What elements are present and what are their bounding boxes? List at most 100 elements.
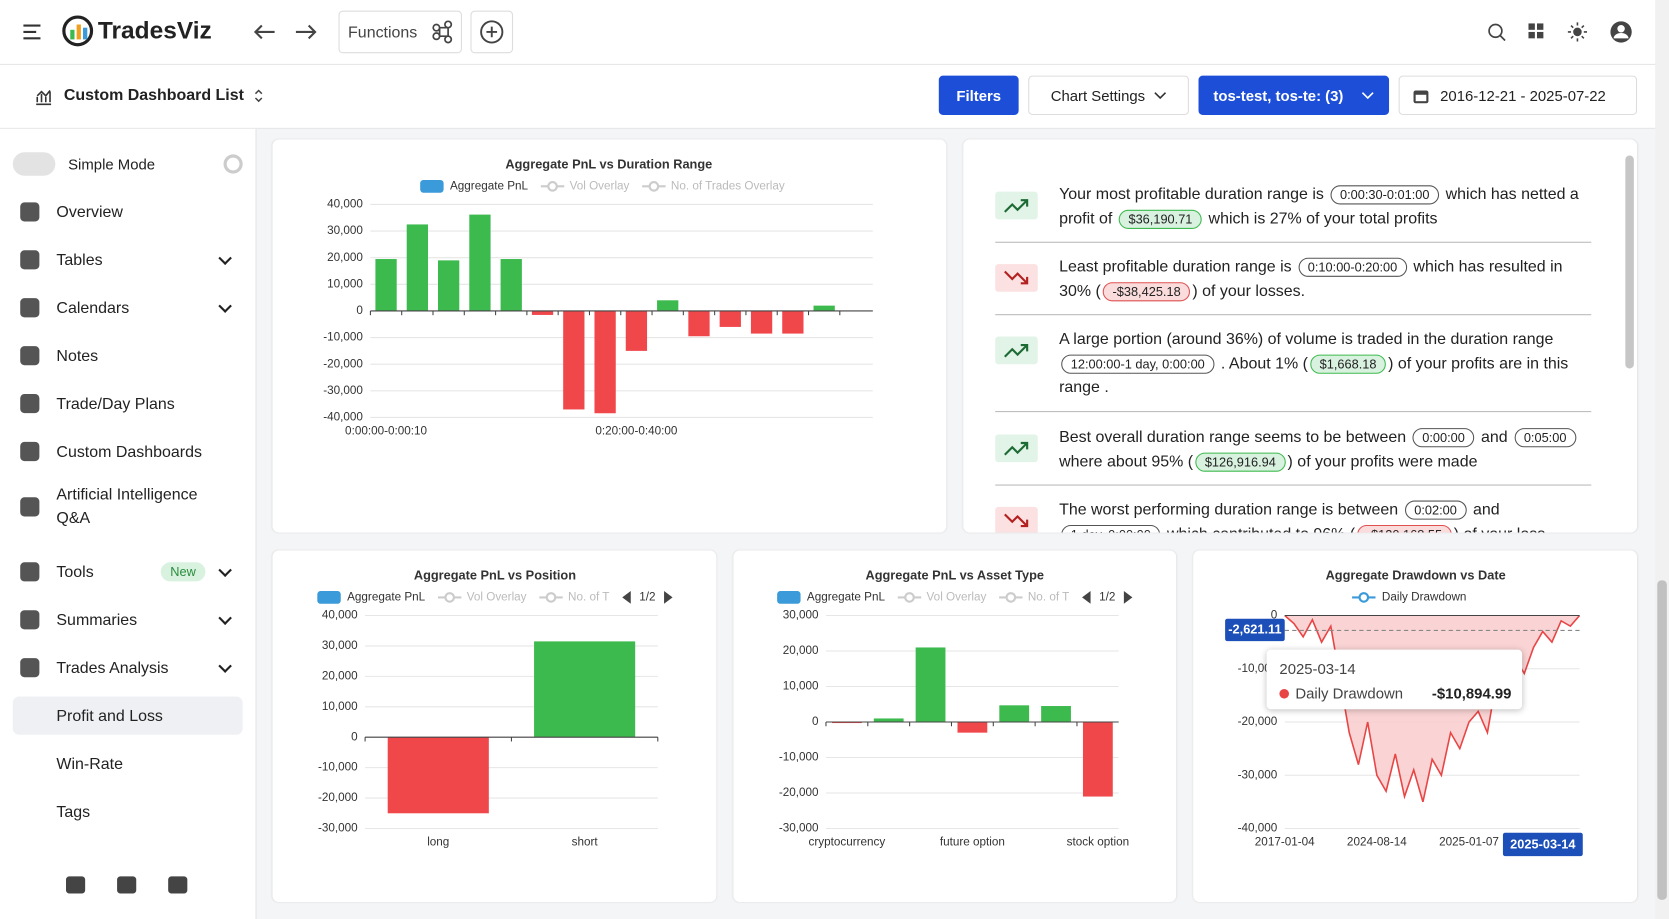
x-tick-label: 2024-08-14 <box>1347 835 1407 848</box>
chart-card <box>272 550 717 902</box>
add-icon <box>480 20 504 44</box>
bar <box>813 305 835 311</box>
trend-icon <box>995 506 1038 533</box>
accounts-select[interactable]: tos-test, tos-te: (3) <box>1198 75 1390 116</box>
nav-icon <box>20 346 40 366</box>
command-icon <box>432 20 453 44</box>
x-tick-label: stock option <box>1067 835 1129 848</box>
nav-item[interactable]: Trades Analysis <box>13 649 243 687</box>
y-tick-label: -40,000 <box>1238 822 1278 835</box>
nav-icon <box>20 202 40 222</box>
nav-item[interactable]: Tools New <box>13 553 243 591</box>
scroll-thumb[interactable] <box>1657 580 1667 900</box>
chip: $1,668.18 <box>1310 354 1387 374</box>
pager-prev[interactable] <box>1082 591 1091 604</box>
bar <box>719 310 741 327</box>
y-tick-label: 10,000 <box>783 680 819 693</box>
line <box>1284 614 1581 803</box>
bar <box>1041 706 1071 723</box>
y-tick-label: -30,000 <box>318 822 358 835</box>
trend-arrow <box>1004 441 1029 456</box>
footer-icon[interactable] <box>117 876 137 894</box>
add-button[interactable] <box>470 10 514 54</box>
nav-item[interactable]: Win-Rate <box>13 744 243 782</box>
footer-icon[interactable] <box>65 876 86 894</box>
nav-item[interactable]: Calendars <box>13 289 243 327</box>
text: and <box>1468 500 1500 519</box>
pager-next[interactable] <box>664 591 673 604</box>
text: where about 95% ( <box>1059 452 1194 471</box>
nav-label: Profit and Loss <box>56 706 163 725</box>
nav-icon <box>20 298 40 318</box>
brand[interactable]: TradesViz <box>97 15 212 44</box>
nav-label: Trade/Day Plans <box>56 394 175 413</box>
nav-item[interactable]: Profit and Loss <box>12 696 243 735</box>
legend-dot <box>648 181 660 192</box>
toggle[interactable] <box>12 152 56 176</box>
nav-item[interactable]: Custom Dashboards <box>13 432 243 470</box>
text: which is 27% of your total profits <box>1204 209 1438 228</box>
menu-icon[interactable] <box>21 21 42 42</box>
inner-scrollbar[interactable] <box>1625 155 1634 369</box>
legend-dot <box>1005 592 1017 603</box>
y-tick-label: 0 <box>1271 609 1278 622</box>
nav-label: Notes <box>56 346 99 365</box>
nav-icon <box>20 658 40 678</box>
legend: Aggregate PnL Vol Overlay No. of T 1/2 <box>777 591 1133 604</box>
bar <box>387 737 489 814</box>
badge: New <box>160 562 206 582</box>
dashboard-list[interactable]: Custom Dashboard List <box>63 86 244 105</box>
nav-label: Summaries <box>56 610 138 629</box>
bar <box>438 260 460 311</box>
insight: Best overall duration range seems to be … <box>995 426 1592 486</box>
y-tick-label: -20,000 <box>779 786 819 799</box>
text: which has netted a profit of <box>1059 185 1579 228</box>
arrow-path <box>1004 513 1029 528</box>
y-tick-label: 40,000 <box>322 609 358 622</box>
gear-icon[interactable] <box>223 154 243 174</box>
nav-item[interactable]: Tables <box>13 241 243 279</box>
nav-item[interactable]: Tags <box>13 792 243 830</box>
sort-icon[interactable] <box>253 88 264 103</box>
y-tick-label: -10,000 <box>779 751 819 764</box>
text: ) of your loss <box>1454 524 1545 532</box>
nav-label: Tags <box>56 802 91 821</box>
filters-button[interactable]: Filters <box>938 75 1019 116</box>
nav-item[interactable]: Summaries <box>13 601 243 639</box>
crosshair-x-label: 2025-03-14 <box>1502 832 1583 857</box>
text: Best overall duration range seems to be … <box>1059 428 1411 447</box>
insight: The worst performing duration range is b… <box>995 498 1591 533</box>
top-icons[interactable] <box>1486 21 1635 44</box>
nav-item[interactable]: Notes <box>13 337 243 375</box>
nav-item[interactable]: Trade/Day Plans <box>13 384 243 422</box>
chip: -$38,425.18 <box>1102 281 1191 301</box>
page-scrollbar[interactable] <box>1655 0 1669 919</box>
y-tick-label: 20,000 <box>322 669 358 682</box>
top-bar <box>0 0 1669 65</box>
pager-next[interactable] <box>1123 591 1133 604</box>
nav-item[interactable]: Artificial Intelligence Q&A <box>13 480 243 533</box>
bar <box>915 647 946 723</box>
pager-prev[interactable] <box>622 591 631 604</box>
functions-button[interactable]: Functions <box>338 10 462 54</box>
bar <box>999 705 1030 723</box>
y-tick-label: 30,000 <box>327 224 363 237</box>
simple-mode[interactable]: Simple Mode <box>12 151 243 177</box>
legend-label: Aggregate PnL <box>450 179 529 192</box>
footer-icon[interactable] <box>168 876 188 894</box>
chart-settings-button[interactable]: Chart Settings <box>1028 75 1189 116</box>
functions-label: Functions <box>348 22 418 41</box>
date-range[interactable]: 2016-12-21 - 2025-07-22 <box>1398 75 1638 116</box>
chip: 0:00:00 <box>1412 428 1475 448</box>
insights-card: Your most profitable duration range is 0… <box>963 139 1638 533</box>
bar <box>531 310 554 315</box>
nav-icon <box>20 441 40 462</box>
bar <box>657 300 679 311</box>
nav-icon <box>20 394 40 414</box>
nav-item[interactable]: Overview <box>13 193 243 231</box>
nav-arrows[interactable] <box>253 21 317 42</box>
legend-dot <box>444 592 456 603</box>
chart-title: Aggregate PnL vs Asset Type <box>866 567 1045 582</box>
